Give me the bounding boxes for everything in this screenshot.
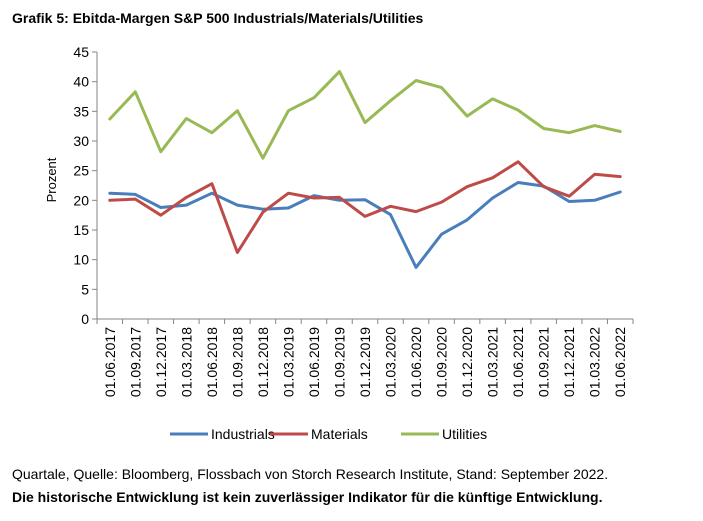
x-tick-label: 01.03.2021 — [485, 327, 501, 397]
y-tick-label: 0 — [81, 311, 89, 327]
x-tick-label: 01.06.2021 — [510, 327, 526, 397]
y-tick-label: 45 — [73, 44, 89, 60]
x-tick-label: 01.12.2019 — [357, 327, 373, 397]
y-tick-label: 20 — [73, 192, 89, 208]
x-tick-label: 01.09.2017 — [127, 327, 143, 397]
x-tick-label: 01.03.2022 — [587, 327, 603, 397]
series-line-materials — [108, 160, 622, 254]
x-tick-label: 01.12.2018 — [255, 327, 271, 397]
y-tick-label: 15 — [73, 222, 89, 238]
y-tick-label: 30 — [73, 133, 89, 149]
x-tick-label: 01.06.2020 — [408, 327, 424, 397]
y-tick-label: 35 — [73, 103, 89, 119]
y-tick-label: 25 — [73, 163, 89, 179]
x-tick-label: 01.12.2017 — [153, 327, 169, 397]
y-tick-label: 5 — [81, 281, 89, 297]
x-tick-label: 01.03.2020 — [383, 327, 399, 397]
x-tick-label: 01.09.2019 — [331, 327, 347, 397]
legend-label-materials: Materials — [311, 426, 368, 442]
x-tick-label: 01.06.2022 — [612, 327, 628, 397]
x-tick-label: 01.09.2020 — [434, 327, 450, 397]
x-tick-label: 01.03.2018 — [178, 327, 194, 397]
series-line-industrials — [108, 181, 622, 269]
legend-label-utilities: Utilities — [442, 426, 487, 442]
x-tick-label: 01.09.2021 — [536, 327, 552, 397]
x-tick-label: 01.09.2018 — [229, 327, 245, 397]
x-tick-label: 01.06.2017 — [102, 327, 118, 397]
series-line-utilities — [108, 70, 622, 160]
disclaimer: Die historische Entwicklung ist kein zuv… — [12, 489, 603, 505]
y-axis-label: Prozent — [44, 157, 59, 202]
y-tick-label: 10 — [73, 252, 89, 268]
chart-title: Grafik 5: Ebitda-Margen S&P 500 Industri… — [12, 10, 424, 26]
x-tick-label: 01.12.2021 — [561, 327, 577, 397]
x-tick-label: 01.12.2020 — [459, 327, 475, 397]
source-note: Quartale, Quelle: Bloomberg, Flossbach v… — [12, 466, 609, 482]
legend-label-industrials: Industrials — [211, 426, 275, 442]
x-tick-label: 01.06.2019 — [306, 327, 322, 397]
y-tick-label: 40 — [73, 74, 89, 90]
x-tick-label: 01.06.2018 — [204, 327, 220, 397]
line-chart: Prozent 0 5 10 15 20 25 30 35 40 45 01.06.2017 01.… — [44, 44, 634, 442]
x-tick-label: 01.03.2019 — [280, 327, 296, 397]
